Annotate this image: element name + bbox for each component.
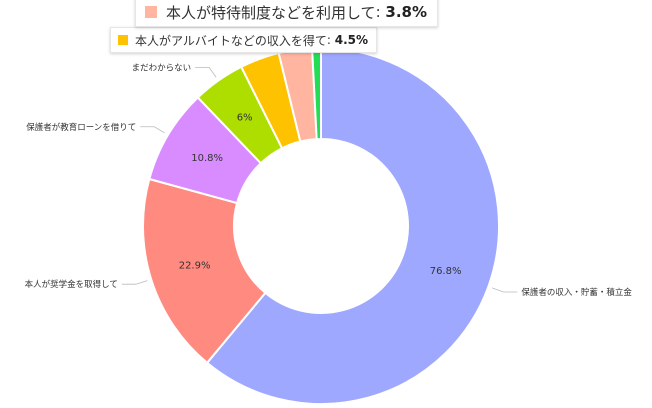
tooltip-value: 4.5% (334, 33, 369, 47)
donut-slice-1[interactable] (205, 46, 500, 405)
label-connector (195, 67, 217, 78)
tooltip-series-name: 本人が特待制度などを利用して (166, 3, 376, 22)
tooltip-swatch (118, 35, 128, 45)
slice-category-label: 本人が奨学金を取得して (25, 279, 118, 290)
tooltip-series-name: 本人がアルバイトなどの収入を得て (135, 33, 327, 48)
tooltip-arbeit: 本人がアルバイトなどの収入を得て: 4.5% (110, 27, 378, 53)
slice-category-label: まだわからない (132, 63, 192, 73)
donut-slice-2[interactable] (142, 177, 267, 365)
label-connector (140, 126, 165, 134)
slice-category-label: 保護者が教育ローンを借りて (26, 122, 136, 133)
tooltip-scholarship-program: 本人が特待制度などを利用して: 3.8% (135, 0, 438, 27)
slice-value-label: 76.8% (430, 266, 462, 277)
slice-value-label: 10.8% (191, 153, 223, 164)
label-connector (121, 280, 148, 285)
label-connector (492, 287, 518, 293)
slice-value-label: 22.9% (179, 261, 211, 272)
tooltip-value: 3.8% (385, 3, 427, 21)
slice-value-label: 6% (237, 113, 253, 124)
slice-category-label: 保護者の収入・貯蓄・積立金 (521, 287, 632, 298)
tooltip-swatch (145, 6, 157, 18)
